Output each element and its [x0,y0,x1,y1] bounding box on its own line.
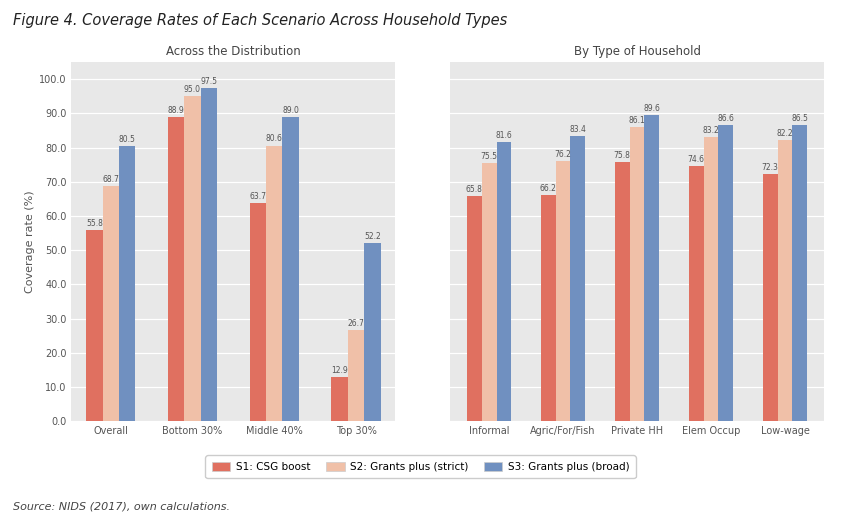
Bar [792,125,807,421]
Bar [689,166,704,421]
Bar [201,88,217,421]
Text: 55.8: 55.8 [86,219,103,229]
Text: 75.8: 75.8 [614,151,631,160]
Bar [283,117,299,421]
Bar [119,146,135,421]
Text: 95.0: 95.0 [184,85,201,94]
Bar [348,330,364,421]
Text: 88.9: 88.9 [167,106,184,115]
Text: 63.7: 63.7 [250,192,267,201]
Text: 82.2: 82.2 [777,129,793,138]
Bar [86,231,103,421]
Bar [168,117,184,421]
Text: 68.7: 68.7 [103,175,119,184]
Bar [541,195,556,421]
Bar [570,136,585,421]
Bar [556,161,570,421]
Bar [103,186,119,421]
Text: 66.2: 66.2 [540,184,557,193]
Text: Figure 4. Coverage Rates of Each Scenario Across Household Types: Figure 4. Coverage Rates of Each Scenari… [13,13,507,28]
Text: 83.2: 83.2 [702,126,719,134]
Bar [763,174,778,421]
Text: 26.7: 26.7 [347,319,364,328]
Text: 12.9: 12.9 [331,366,348,375]
Bar [644,115,659,421]
Bar [266,146,283,421]
Text: 81.6: 81.6 [495,131,512,140]
Bar [467,196,482,421]
Bar [331,377,348,421]
Legend: S1: CSG boost, S2: Grants plus (strict), S3: Grants plus (broad): S1: CSG boost, S2: Grants plus (strict),… [205,455,636,478]
Title: Across the Distribution: Across the Distribution [166,45,301,58]
Text: 80.6: 80.6 [266,134,283,144]
Bar [482,163,496,421]
Bar [364,242,380,421]
Text: 89.0: 89.0 [283,106,299,115]
Bar [496,142,511,421]
Bar [718,125,733,421]
Text: 75.5: 75.5 [481,152,498,161]
Bar [778,140,792,421]
Text: 72.3: 72.3 [762,163,779,172]
Text: 52.2: 52.2 [364,232,381,241]
Text: 83.4: 83.4 [569,125,586,134]
Bar [615,162,630,421]
Text: 76.2: 76.2 [555,149,572,159]
Text: 86.1: 86.1 [629,116,645,125]
Text: 65.8: 65.8 [466,185,483,194]
Text: 97.5: 97.5 [200,77,217,86]
Text: 86.6: 86.6 [717,114,734,123]
Bar [184,96,201,421]
Text: 89.6: 89.6 [643,104,660,113]
Text: Source: NIDS (2017), own calculations.: Source: NIDS (2017), own calculations. [13,502,230,512]
Bar [704,136,718,421]
Bar [630,127,644,421]
Text: 80.5: 80.5 [119,135,135,144]
Title: By Type of Household: By Type of Household [574,45,701,58]
Bar [250,203,266,421]
Text: 74.6: 74.6 [688,155,705,164]
Y-axis label: Coverage rate (%): Coverage rate (%) [25,190,35,293]
Text: 86.5: 86.5 [791,114,808,123]
